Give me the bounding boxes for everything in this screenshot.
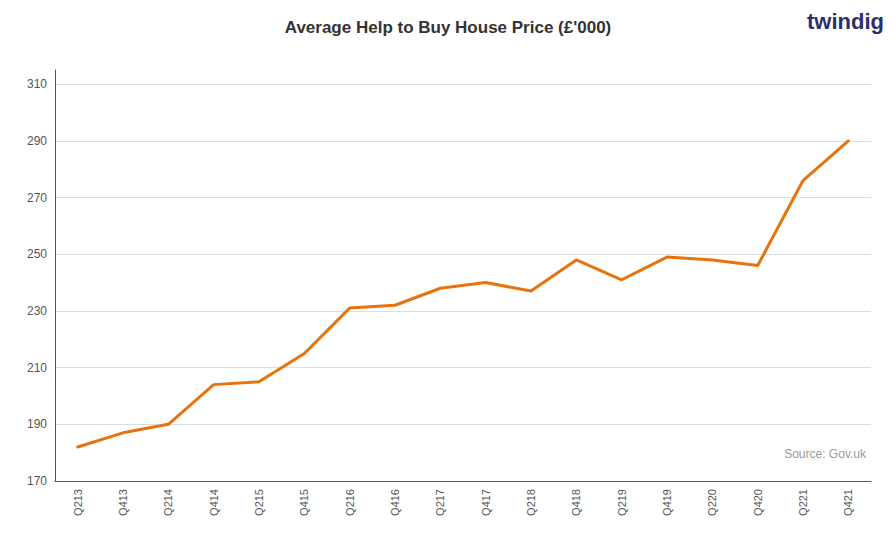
svg-text:250: 250 xyxy=(27,247,47,261)
svg-text:Q217: Q217 xyxy=(434,489,446,516)
svg-text:Q221: Q221 xyxy=(797,489,809,516)
svg-text:Average Help to Buy House Pric: Average Help to Buy House Price (£'000) xyxy=(285,18,612,37)
svg-text:Q216: Q216 xyxy=(344,489,356,516)
svg-text:Q420: Q420 xyxy=(752,489,764,516)
svg-text:290: 290 xyxy=(27,134,47,148)
svg-text:170: 170 xyxy=(27,474,47,488)
svg-text:Q213: Q213 xyxy=(72,489,84,516)
svg-text:Q419: Q419 xyxy=(661,489,673,516)
svg-text:Q421: Q421 xyxy=(842,489,854,516)
svg-text:Q214: Q214 xyxy=(162,489,174,516)
svg-text:Q414: Q414 xyxy=(208,489,220,516)
svg-text:190: 190 xyxy=(27,417,47,431)
svg-text:Q220: Q220 xyxy=(706,489,718,516)
svg-text:Q218: Q218 xyxy=(525,489,537,516)
svg-text:twindig: twindig xyxy=(807,9,884,34)
svg-text:270: 270 xyxy=(27,191,47,205)
svg-text:310: 310 xyxy=(27,77,47,91)
svg-text:Q418: Q418 xyxy=(570,489,582,516)
svg-text:210: 210 xyxy=(27,361,47,375)
svg-text:Q417: Q417 xyxy=(480,489,492,516)
svg-text:230: 230 xyxy=(27,304,47,318)
svg-text:Q219: Q219 xyxy=(616,489,628,516)
svg-text:Q215: Q215 xyxy=(253,489,265,516)
svg-text:Q413: Q413 xyxy=(117,489,129,516)
svg-text:Q416: Q416 xyxy=(389,489,401,516)
svg-text:Q415: Q415 xyxy=(298,489,310,516)
svg-text:Source: Gov.uk: Source: Gov.uk xyxy=(784,447,867,461)
